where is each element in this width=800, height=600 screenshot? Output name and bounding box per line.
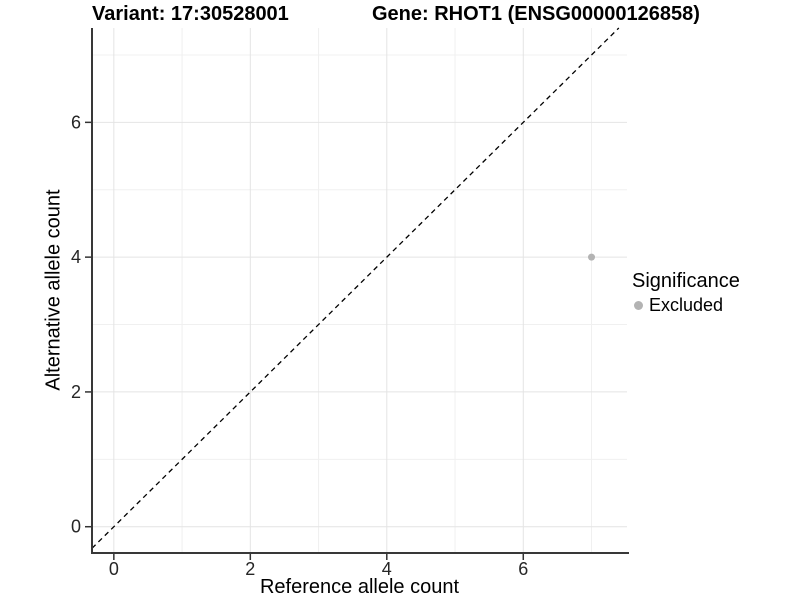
y-tick-label: 4 — [71, 247, 81, 267]
x-tick-label: 6 — [518, 559, 528, 579]
legend-item-excluded: Excluded — [632, 295, 740, 315]
variant-title: Variant: 17:30528001 — [92, 3, 289, 25]
gene-title: Gene: RHOT1 (ENSG00000126858) — [372, 3, 700, 25]
x-axis-title: Reference allele count — [259, 576, 459, 598]
legend-title: Significance — [632, 270, 740, 292]
legend: Significance Excluded — [632, 270, 740, 315]
identity-line — [91, 27, 620, 549]
y-tick-label: 6 — [71, 112, 81, 132]
y-tick-label: 0 — [71, 517, 81, 537]
legend-item-label: Excluded — [649, 295, 724, 315]
x-tick-label: 4 — [382, 559, 392, 579]
x-tick-label: 2 — [245, 559, 255, 579]
y-tick-label: 2 — [71, 382, 81, 402]
x-tick-label: 0 — [109, 559, 119, 579]
excluded-point-icon — [634, 300, 643, 310]
y-axis-title: Alternative allele count — [42, 189, 65, 391]
data-point — [588, 253, 596, 261]
